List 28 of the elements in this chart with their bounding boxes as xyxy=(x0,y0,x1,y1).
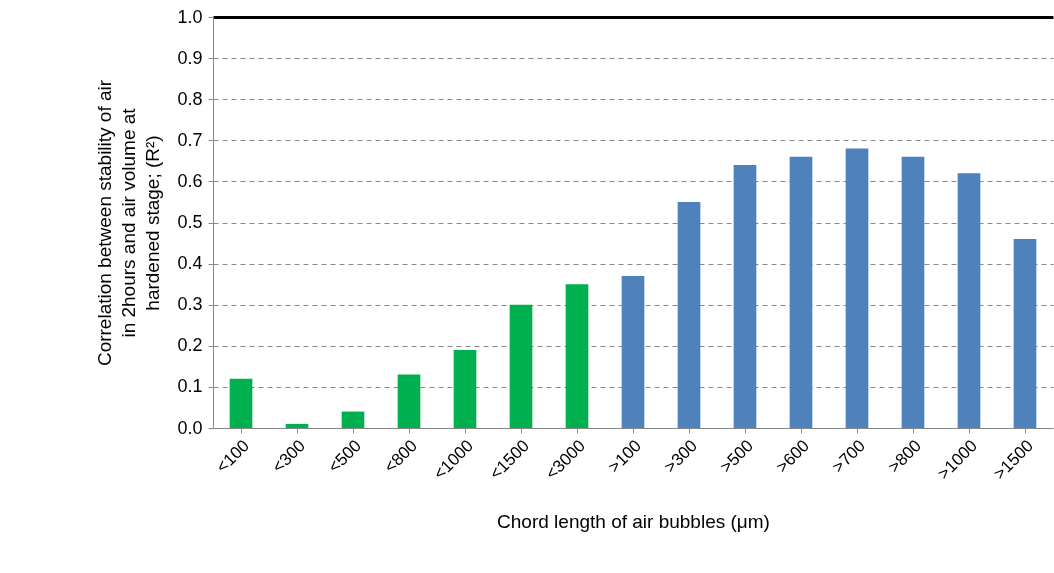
y-tick-label: 0.9 xyxy=(177,47,203,68)
bar xyxy=(621,275,645,428)
bar xyxy=(733,164,757,428)
y-tick-label: 0.7 xyxy=(177,129,203,150)
bar xyxy=(285,423,309,428)
y-tick-label: 1.0 xyxy=(177,6,203,27)
x-axis-title: Chord length of air bubbles (μm) xyxy=(497,510,770,532)
y-tick-label: 0.4 xyxy=(177,253,203,274)
bar xyxy=(229,378,253,428)
bar xyxy=(453,349,477,428)
bar xyxy=(789,156,813,428)
y-tick-label: 0.1 xyxy=(177,376,203,397)
bar xyxy=(957,173,981,428)
y-axis-title: Correlation between stability of air in 2hours and air volume at hardened stage; (R²) xyxy=(94,79,164,367)
bar xyxy=(845,148,869,428)
y-tick-label: 0.5 xyxy=(177,212,203,232)
bar xyxy=(677,201,701,428)
bar xyxy=(397,374,421,428)
y-tick-label: 0.2 xyxy=(177,335,203,356)
bar xyxy=(901,156,925,428)
bar xyxy=(509,304,533,428)
bar xyxy=(1013,238,1037,428)
bar xyxy=(341,411,365,428)
y-tick-label: 0.8 xyxy=(177,88,203,109)
y-tick-label: 0.3 xyxy=(177,294,203,315)
y-tick-label: 0.6 xyxy=(177,170,203,191)
y-tick-label: 0.0 xyxy=(177,417,203,438)
bar xyxy=(565,284,589,428)
